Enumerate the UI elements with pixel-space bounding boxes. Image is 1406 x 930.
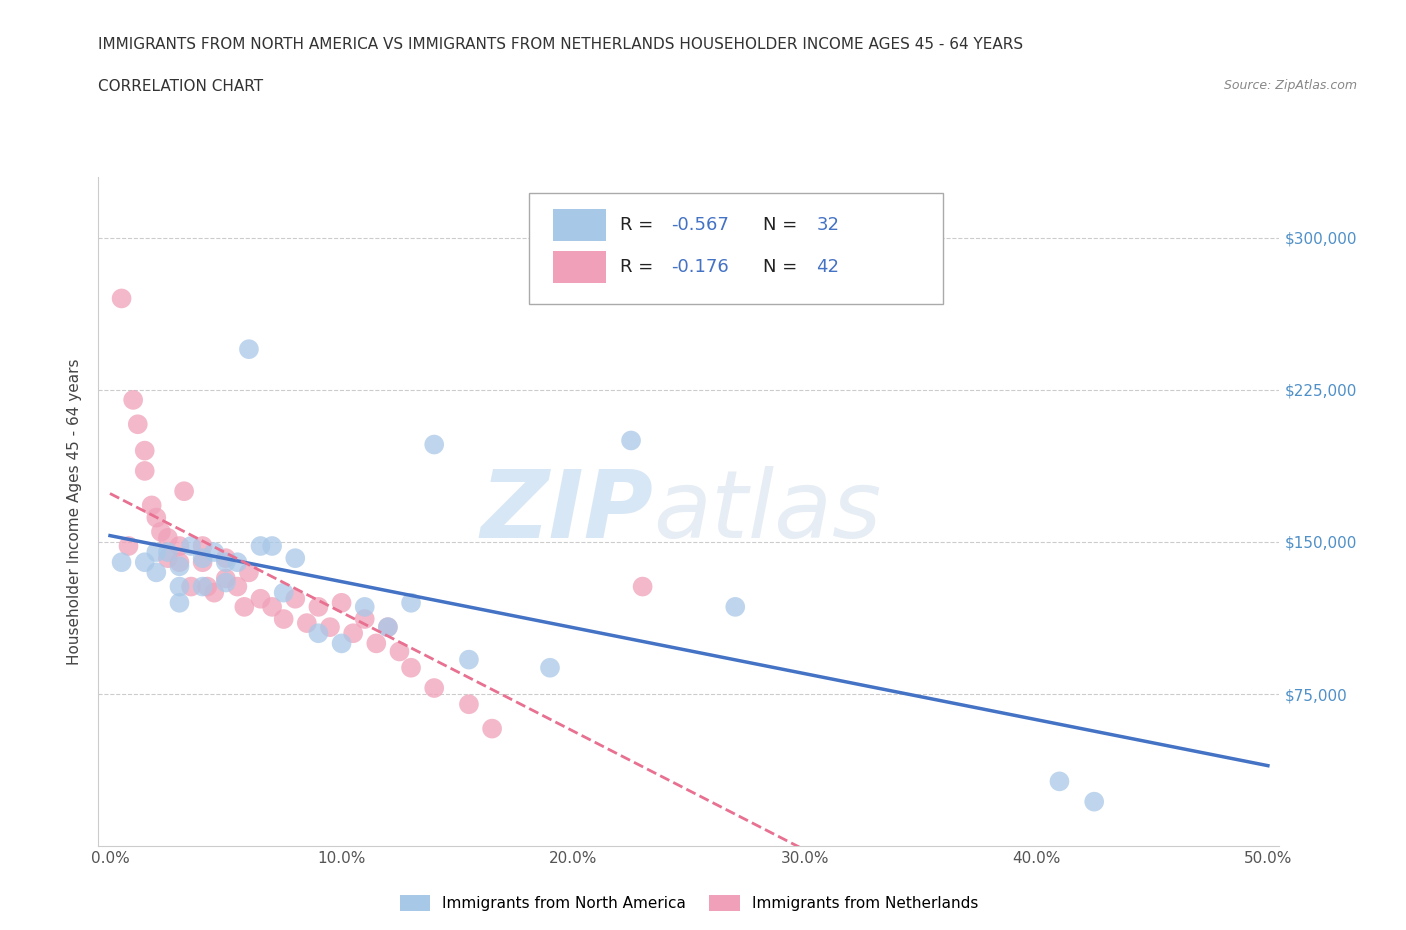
Point [156, 530, 179, 545]
Point [169, 538, 191, 553]
Point [423, 681, 446, 696]
Point [1083, 794, 1105, 809]
Point [110, 555, 132, 570]
Text: IMMIGRANTS FROM NORTH AMERICA VS IMMIGRANTS FROM NETHERLANDS HOUSEHOLDER INCOME : IMMIGRANTS FROM NORTH AMERICA VS IMMIGRA… [98, 37, 1024, 52]
Point [342, 626, 364, 641]
Point [377, 619, 399, 634]
FancyBboxPatch shape [553, 209, 606, 241]
Point [215, 571, 238, 586]
Point [145, 545, 167, 560]
Point [631, 579, 654, 594]
Point [353, 612, 375, 627]
Point [215, 551, 238, 565]
FancyBboxPatch shape [530, 193, 943, 304]
Point [399, 660, 422, 675]
Point [273, 612, 295, 627]
Point [366, 636, 388, 651]
Text: CORRELATION CHART: CORRELATION CHART [98, 79, 263, 94]
Point [169, 555, 191, 570]
Text: ZIP: ZIP [481, 466, 654, 557]
Text: R =: R = [620, 216, 659, 234]
Text: -0.176: -0.176 [671, 259, 728, 276]
Text: -0.567: -0.567 [671, 216, 730, 234]
Point [156, 551, 179, 565]
Y-axis label: Householder Income Ages 45 - 64 years: Householder Income Ages 45 - 64 years [67, 358, 83, 665]
Point [1049, 774, 1071, 789]
Text: 42: 42 [817, 259, 839, 276]
Point [458, 697, 481, 711]
Point [307, 600, 329, 615]
Point [284, 551, 307, 565]
Point [284, 591, 307, 606]
Point [134, 444, 156, 458]
Text: Source: ZipAtlas.com: Source: ZipAtlas.com [1223, 79, 1357, 92]
Point [377, 619, 399, 634]
Point [458, 652, 481, 667]
Point [173, 484, 195, 498]
Point [134, 555, 156, 570]
Text: atlas: atlas [654, 466, 882, 557]
Point [180, 579, 202, 594]
Point [295, 616, 318, 631]
Point [122, 392, 145, 407]
Point [262, 538, 284, 553]
Point [180, 538, 202, 553]
Point [538, 660, 561, 675]
Point [481, 721, 503, 736]
Point [127, 417, 149, 432]
Point [134, 463, 156, 478]
Point [226, 555, 249, 570]
Point [233, 600, 256, 615]
Point [620, 433, 643, 448]
Point [388, 644, 411, 659]
Point [145, 511, 167, 525]
Point [191, 579, 214, 594]
Point [117, 538, 139, 553]
Text: N =: N = [763, 216, 803, 234]
Point [169, 595, 191, 610]
Point [195, 579, 218, 594]
Text: N =: N = [763, 259, 803, 276]
Point [307, 626, 329, 641]
Point [249, 591, 271, 606]
Point [319, 619, 342, 634]
Point [273, 585, 295, 600]
Point [110, 291, 132, 306]
Point [215, 575, 238, 590]
Text: R =: R = [620, 259, 659, 276]
Point [262, 600, 284, 615]
Legend: Immigrants from North America, Immigrants from Netherlands: Immigrants from North America, Immigrant… [392, 888, 986, 919]
Point [202, 585, 225, 600]
Point [202, 545, 225, 560]
Point [191, 538, 214, 553]
FancyBboxPatch shape [553, 251, 606, 283]
Point [169, 559, 191, 574]
Point [249, 538, 271, 553]
Point [191, 555, 214, 570]
Point [145, 565, 167, 579]
Point [156, 545, 179, 560]
Point [238, 565, 260, 579]
Point [423, 437, 446, 452]
Point [330, 595, 353, 610]
Point [141, 498, 163, 512]
Point [149, 525, 172, 539]
Point [353, 600, 375, 615]
Point [238, 341, 260, 356]
Point [215, 555, 238, 570]
Text: 32: 32 [817, 216, 839, 234]
Point [169, 579, 191, 594]
Point [330, 636, 353, 651]
Point [226, 579, 249, 594]
Point [399, 595, 422, 610]
Point [724, 600, 747, 615]
Point [191, 551, 214, 565]
